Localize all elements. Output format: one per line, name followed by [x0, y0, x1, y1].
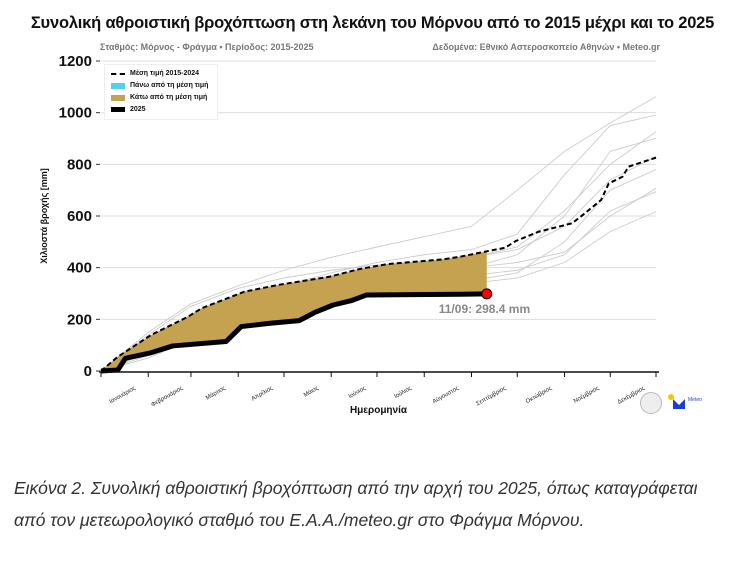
x-axis-label: Ημερομηνία: [350, 405, 408, 416]
x-tick-label: Μάιος: [302, 385, 319, 399]
legend-label: Πάνω από τη μέση τιμή: [130, 82, 209, 89]
y-tick-label: 200: [67, 311, 92, 328]
last-value-marker: [481, 288, 493, 300]
x-tick-label: Αύγουστος: [432, 385, 460, 405]
y-tick-label: 1200: [59, 53, 92, 70]
x-tick-label: Ιούλιος: [394, 385, 413, 400]
legend-item-mean: Μέση τιμή 2015-2024: [111, 69, 199, 78]
y-tick-label: 0: [84, 363, 92, 380]
x-tick-label: Ιούνιος: [348, 385, 367, 400]
thick-line-icon: [111, 107, 125, 112]
y-tick-label: 1000: [59, 105, 92, 122]
x-tick-label: Φεβρουάριος: [150, 385, 184, 409]
x-tick-label: Σεπτέμβριος: [475, 385, 508, 408]
x-tick-label: Ιανουάριος: [108, 385, 137, 406]
below-mean-area: [101, 251, 487, 371]
legend-label: Κάτω από τη μέση τιμή: [130, 94, 208, 101]
rainfall-chart: 0 200 400 600 800 1000 1200 11/09: 298.4 mm Ιανο…: [39, 53, 659, 416]
legend-label: 2025: [130, 106, 146, 113]
chart-title: Συνολική αθροιστική βροχόπτωση στη λεκάν…: [30, 14, 715, 32]
y-tick-label: 400: [67, 260, 92, 277]
svg-text:Meteo: Meteo: [688, 397, 702, 403]
legend-label: Μέση τιμή 2015-2024: [130, 70, 200, 77]
chart-subtitle-station: Σταθμός: Μόρνος - Φράγμα • Περίοδος: 201…: [100, 42, 314, 52]
swatch-icon: [111, 82, 125, 89]
x-tick-label: Νοέμβριος: [572, 385, 600, 405]
x-tick-label: Απρίλιος: [251, 385, 274, 402]
line-2025: [100, 291, 487, 374]
figure-caption: Εικόνα 2. Συνολική αθροιστική βροχόπτωση…: [14, 478, 698, 530]
chart-subtitle-source: Δεδομένα: Εθνικό Αστεροσκοπείο Αθηνών • …: [432, 42, 660, 52]
swatch-icon: [111, 94, 125, 101]
legend-item-2025: 2025: [111, 105, 146, 114]
y-tick-label: 600: [67, 208, 92, 225]
legend-item-below: Κάτω από τη μέση τιμή: [111, 93, 207, 102]
naa-logo: [640, 392, 662, 414]
past-year-line: [100, 96, 657, 372]
meteo-logo: Meteo: [668, 394, 702, 409]
last-value-label: 11/09: 298.4 mm: [439, 302, 530, 316]
x-tick-label: Μάρτιος: [205, 385, 227, 402]
legend-item-above: Πάνω από τη μέση τιμή: [111, 81, 208, 90]
dashed-line-icon: [111, 72, 125, 75]
y-tick-label: 800: [67, 156, 92, 173]
mean-line: [100, 156, 657, 372]
y-axis-label: Χιλιοστά βροχής [mm]: [39, 168, 49, 264]
legend: Μέση τιμή 2015-2024 Πάνω από τη μέση τιμ…: [104, 64, 218, 120]
x-tick-label: Οκτώβριος: [525, 385, 553, 405]
